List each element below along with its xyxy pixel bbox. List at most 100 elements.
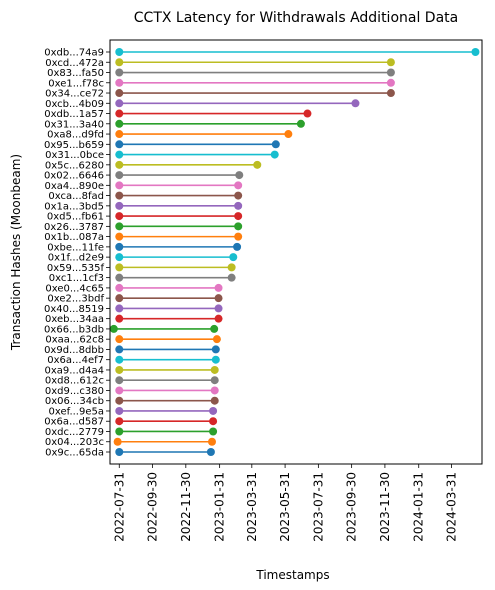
series-start-point [115,356,123,364]
y-tick-label: 0x26...3787 [44,222,104,233]
series-start-point [115,315,123,323]
x-tick-label: 2022-07-31 [112,472,126,542]
y-tick-label: 0xeb...34aa [45,314,104,325]
y-tick-label: 0xe1...f78c [48,78,104,89]
y-tick-label: 0xaa...62c8 [45,335,104,346]
series-end-point [253,161,261,169]
series-start-point [115,386,123,394]
series-end-point [209,427,217,435]
series-end-point [351,99,359,107]
series-end-point [234,233,242,241]
series-start-point [115,233,123,241]
y-tick-label: 0x83...fa50 [47,68,104,79]
y-tick-label: 0x9c...65da [45,448,104,459]
series-end-point [212,345,220,353]
y-tick-label: 0xc1...1cf3 [49,273,104,284]
y-tick-label: 0xa8...d9fd [47,130,104,141]
y-tick-label: 0xa4...890e [44,181,104,192]
series-start-point [115,120,123,128]
y-tick-label: 0x06...34cb [45,396,104,407]
series-end-point [215,304,223,312]
series-end-point [272,140,280,148]
y-tick-label: 0xdb...74a9 [44,48,104,59]
series-start-point [115,274,123,282]
y-tick-label: 0x02...6646 [44,171,104,182]
series-start-point [115,48,123,56]
series-end-point [233,243,241,251]
series-end-point [387,79,395,87]
y-tick-label: 0x1b...087a [44,232,104,243]
y-tick-label: 0x9d...8dbb [44,345,104,356]
series-start-point [115,335,123,343]
series-end-point [211,366,219,374]
y-tick-label: 0xd5...fb61 [47,212,104,223]
y-tick-label: 0x1f...d2e9 [48,253,104,264]
series-end-point [209,417,217,425]
series-start-point [115,448,123,456]
x-tick-label: 2022-09-30 [146,472,160,542]
series-start-point [115,366,123,374]
series-end-point [207,448,215,456]
series-end-point [234,202,242,210]
y-tick-label: 0x66...b3db [44,324,104,335]
y-tick-label: 0xbe...11fe [47,242,104,253]
y-tick-label: 0xa9...d4a4 [44,365,104,376]
series-start-point [115,161,123,169]
x-tick-label: 2023-01-31 [213,472,227,542]
x-tick-label: 2023-03-31 [245,472,259,542]
series-start-point [115,79,123,87]
y-tick-label: 0xca...8fad [48,191,104,202]
y-tick-label: 0xdb...1a57 [44,109,104,120]
series-start-point [115,222,123,230]
y-tick-label: 0xcd...472a [45,58,104,69]
series-end-point [215,294,223,302]
series-end-point [234,212,242,220]
y-tick-label: 0x1a...3bd5 [44,201,104,212]
y-tick-label: 0x31...0bce [45,150,104,161]
series-start-point [115,284,123,292]
series-start-point [115,304,123,312]
series-end-point [234,222,242,230]
chart-marks [110,48,480,456]
series-start-point [115,140,123,148]
series-start-point [115,89,123,97]
series-end-point [212,356,220,364]
y-tick-label: 0xef...9e5a [49,406,104,417]
y-tick-label: 0x6a...d587 [44,417,104,428]
series-end-point [211,386,219,394]
series-end-point [228,274,236,282]
series-start-point [115,110,123,118]
x-tick-label: 2024-03-31 [444,472,458,542]
y-tick-label: 0x5c...6280 [45,160,104,171]
series-start-point [115,171,123,179]
series-end-point [284,130,292,138]
series-end-point [234,192,242,200]
series-end-point [471,48,479,56]
y-tick-label: 0x34...ce72 [45,89,104,100]
y-tick-label: 0x6a...4ef7 [47,355,104,366]
series-end-point [387,58,395,66]
series-end-point [210,325,218,333]
series-start-point [110,325,118,333]
series-end-point [229,253,237,261]
x-tick-label: 2022-11-30 [179,472,193,542]
series-end-point [215,284,223,292]
x-tick-label: 2023-07-31 [311,472,325,542]
series-start-point [115,417,123,425]
series-end-point [213,335,221,343]
series-start-point [115,151,123,159]
series-start-point [115,181,123,189]
series-end-point [235,171,243,179]
series-start-point [115,99,123,107]
series-start-point [115,130,123,138]
y-tick-label: 0xdc...2779 [45,427,104,438]
y-axis-label: Transaction Hashes (Moonbeam) [9,154,23,351]
series-start-point [115,202,123,210]
chart-title: CCTX Latency for Withdrawals Additional … [134,10,458,26]
y-tick-label: 0xd9...c380 [45,386,104,397]
x-axis-label: Timestamps [255,568,329,582]
series-start-point [115,263,123,271]
series-start-point [115,253,123,261]
series-end-point [215,315,223,323]
